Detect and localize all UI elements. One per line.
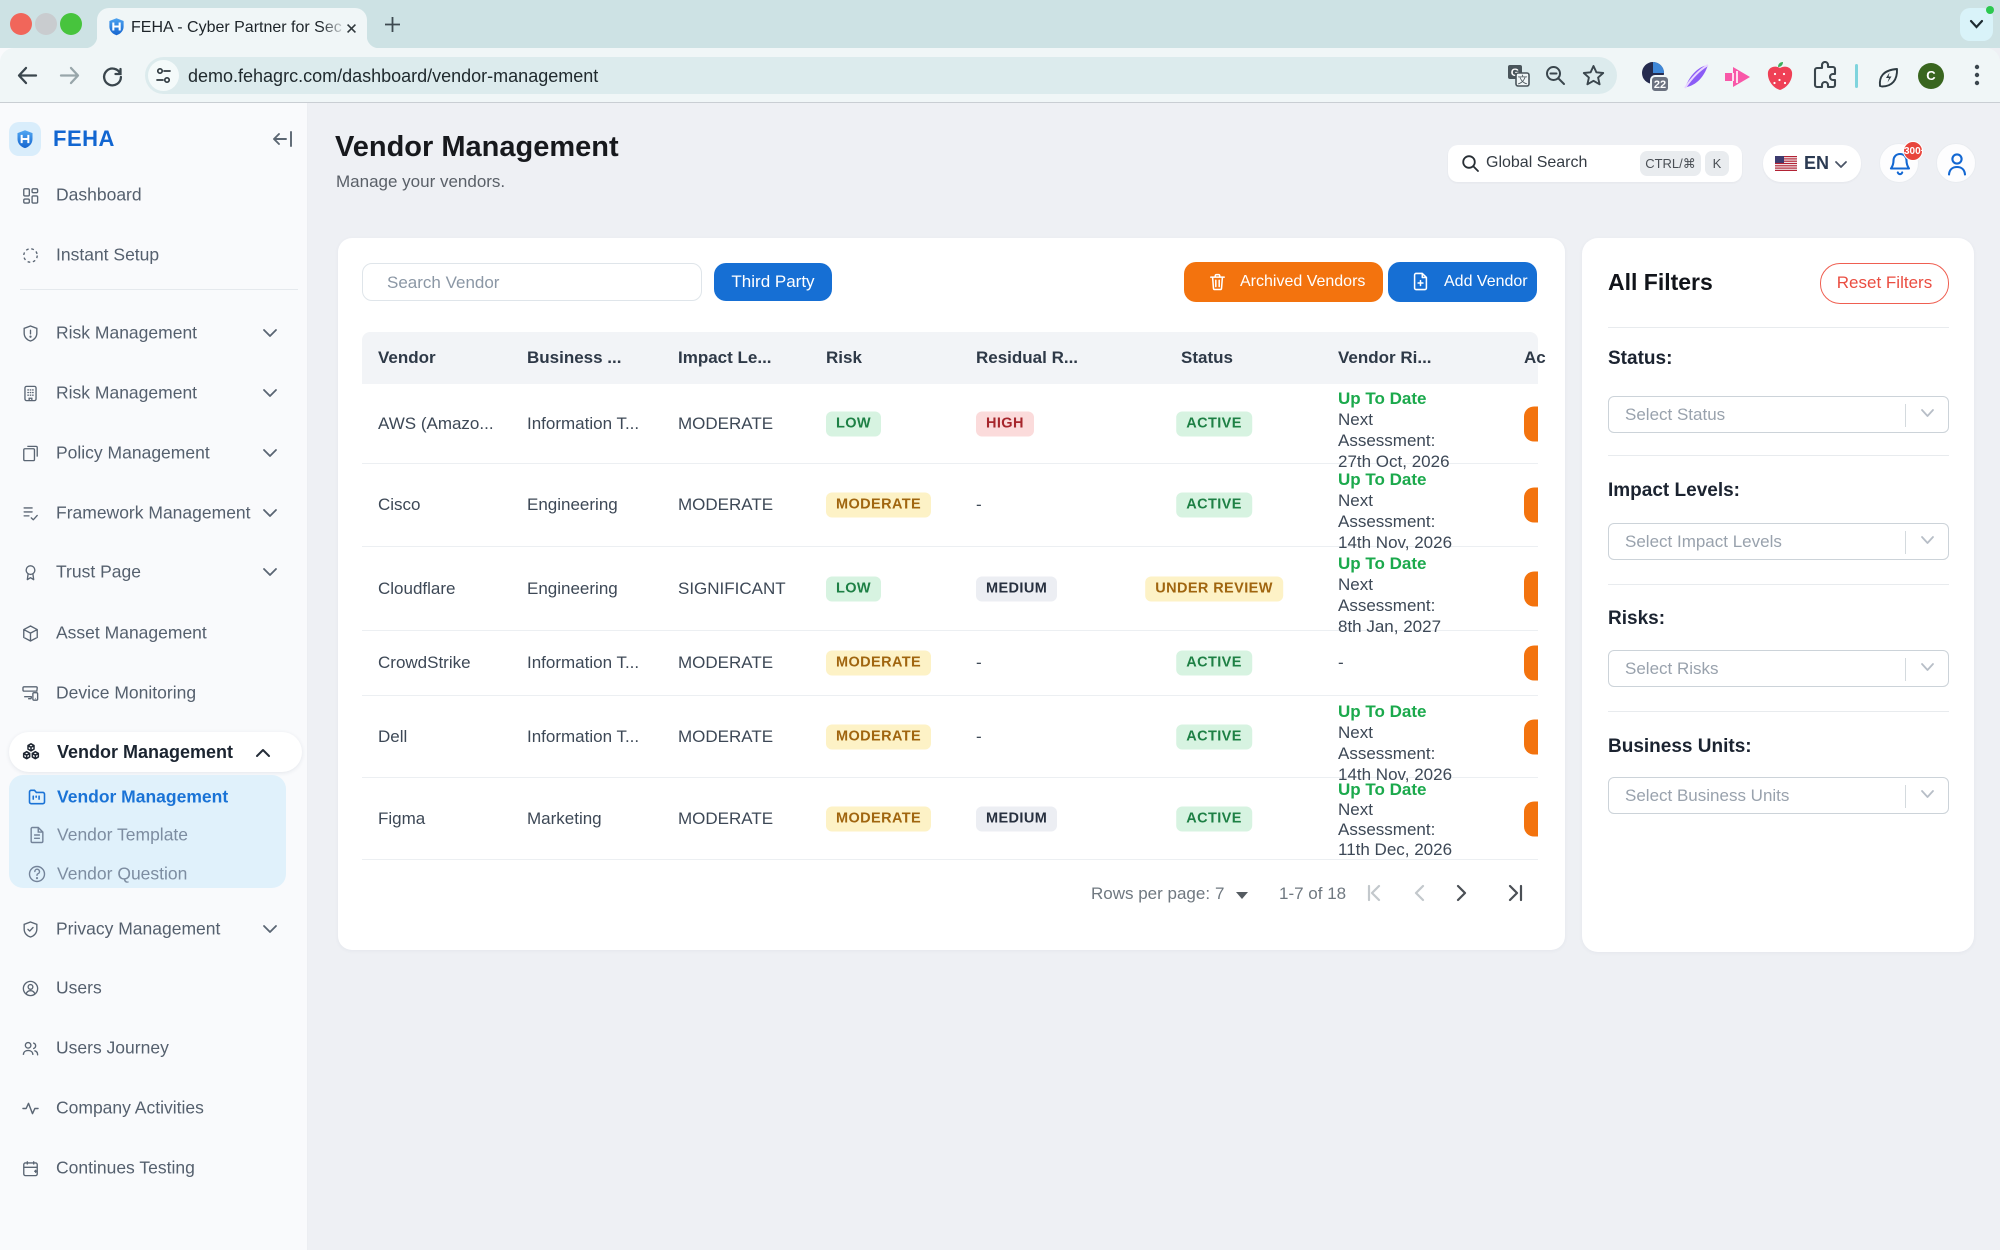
svg-text:文: 文 [1518, 74, 1528, 87]
svg-text:22: 22 [1654, 79, 1666, 91]
svg-text:G: G [1511, 67, 1520, 79]
